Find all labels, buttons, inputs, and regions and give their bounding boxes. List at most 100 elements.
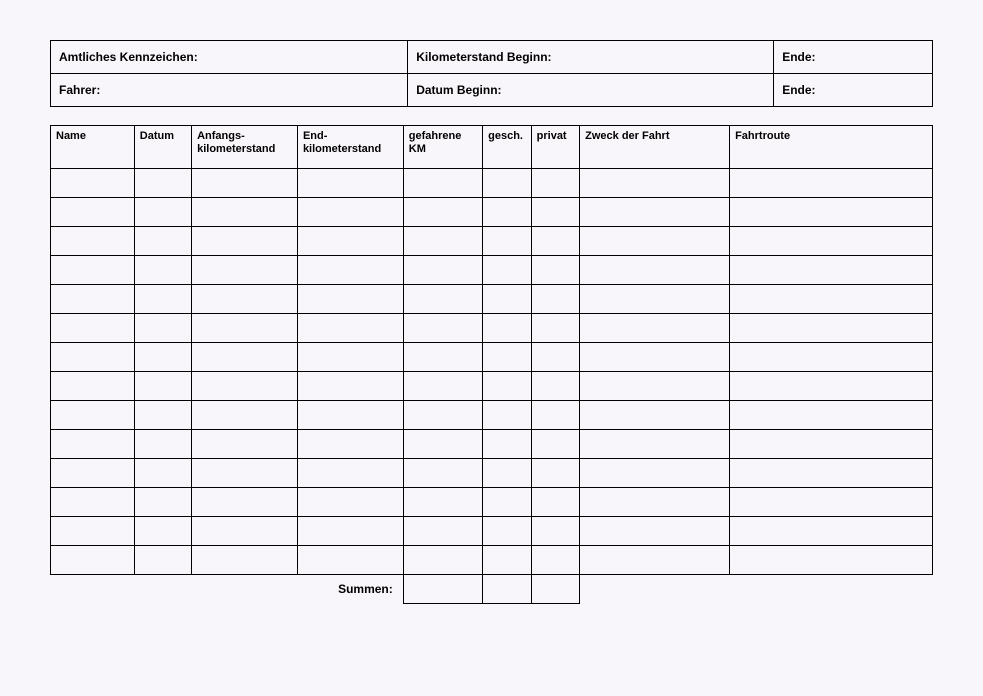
table-cell (483, 285, 532, 314)
table-cell (134, 256, 191, 285)
table-cell (531, 401, 580, 430)
table-cell (483, 169, 532, 198)
table-cell (51, 256, 135, 285)
table-cell (403, 430, 482, 459)
table-cell (730, 285, 933, 314)
sum-cell (483, 575, 532, 604)
table-cell (531, 372, 580, 401)
table-cell (51, 343, 135, 372)
table-cell (297, 285, 403, 314)
table-cell (192, 314, 298, 343)
table-cell (134, 314, 191, 343)
table-cell (297, 401, 403, 430)
table-cell (730, 198, 933, 227)
table-cell (134, 430, 191, 459)
table-cell (403, 546, 482, 575)
table-cell (192, 285, 298, 314)
log-table: Name Datum Anfangs- kilometerstand End- … (50, 125, 933, 604)
table-cell (580, 401, 730, 430)
table-row (51, 459, 933, 488)
table-cell (297, 198, 403, 227)
sum-blank (730, 575, 933, 604)
table-cell (580, 256, 730, 285)
table-cell (134, 459, 191, 488)
table-cell (531, 198, 580, 227)
label-km-ende: Ende: (774, 41, 933, 74)
table-cell (483, 343, 532, 372)
table-row (51, 256, 933, 285)
table-cell (580, 169, 730, 198)
table-row (51, 430, 933, 459)
table-cell (134, 372, 191, 401)
table-cell (403, 488, 482, 517)
table-cell (531, 256, 580, 285)
table-cell (297, 227, 403, 256)
table-cell (730, 488, 933, 517)
table-cell (483, 256, 532, 285)
table-cell (51, 430, 135, 459)
table-cell (580, 198, 730, 227)
col-end-km: End- kilometerstand (297, 126, 403, 169)
table-cell (51, 314, 135, 343)
table-cell (297, 314, 403, 343)
table-cell (51, 488, 135, 517)
table-cell (531, 517, 580, 546)
table-cell (483, 198, 532, 227)
page: Amtliches Kennzeichen: Kilometerstand Be… (0, 0, 983, 644)
label-datum-beginn: Datum Beginn: (408, 74, 774, 107)
table-cell (580, 314, 730, 343)
table-cell (134, 546, 191, 575)
table-cell (297, 517, 403, 546)
table-cell (730, 372, 933, 401)
table-row (51, 401, 933, 430)
table-cell (192, 517, 298, 546)
table-row (51, 227, 933, 256)
table-cell (192, 372, 298, 401)
table-cell (531, 169, 580, 198)
table-cell (403, 198, 482, 227)
table-cell (51, 285, 135, 314)
table-cell (51, 227, 135, 256)
table-cell (192, 198, 298, 227)
table-cell (580, 372, 730, 401)
table-cell (483, 430, 532, 459)
table-cell (192, 256, 298, 285)
table-cell (580, 343, 730, 372)
table-cell (297, 488, 403, 517)
table-cell (51, 169, 135, 198)
table-cell (531, 343, 580, 372)
label-fahrer: Fahrer: (51, 74, 408, 107)
table-row (51, 314, 933, 343)
table-cell (51, 372, 135, 401)
table-cell (192, 546, 298, 575)
header-table: Amtliches Kennzeichen: Kilometerstand Be… (50, 40, 933, 107)
table-cell (483, 488, 532, 517)
table-cell (192, 401, 298, 430)
table-cell (730, 256, 933, 285)
table-cell (134, 517, 191, 546)
table-cell (483, 459, 532, 488)
table-cell (730, 401, 933, 430)
log-header-row: Name Datum Anfangs- kilometerstand End- … (51, 126, 933, 169)
table-cell (297, 256, 403, 285)
table-cell (297, 372, 403, 401)
table-cell (51, 459, 135, 488)
col-gefahrene-km: gefahrene KM (403, 126, 482, 169)
table-cell (297, 546, 403, 575)
table-cell (403, 256, 482, 285)
table-cell (403, 459, 482, 488)
table-cell (531, 314, 580, 343)
table-cell (297, 343, 403, 372)
col-zweck: Zweck der Fahrt (580, 126, 730, 169)
table-cell (483, 546, 532, 575)
table-cell (730, 314, 933, 343)
col-privat: privat (531, 126, 580, 169)
table-cell (531, 546, 580, 575)
table-cell (730, 227, 933, 256)
table-cell (192, 227, 298, 256)
table-cell (134, 401, 191, 430)
sum-cell (531, 575, 580, 604)
table-row (51, 198, 933, 227)
sum-cell (403, 575, 482, 604)
table-cell (192, 430, 298, 459)
